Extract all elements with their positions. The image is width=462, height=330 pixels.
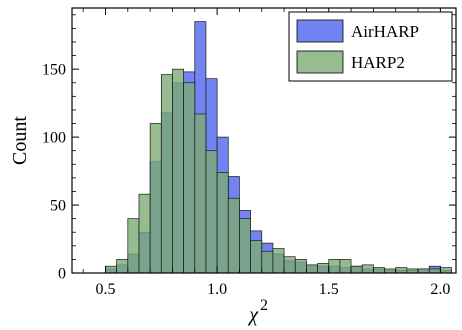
bar-harp2-7 [183, 82, 196, 274]
bar-harp2-30 [440, 267, 452, 274]
bar-harp2-27 [406, 268, 419, 274]
y-tick-label: 0 [58, 266, 66, 283]
bar-harp2-26 [395, 267, 408, 274]
bar-harp2-18 [306, 264, 318, 274]
bar-harp2-13 [250, 240, 263, 274]
bar-harp2-2 [127, 218, 140, 274]
bar-harp2-22 [350, 265, 363, 274]
bar-harp2-15 [272, 248, 285, 274]
plot-frame [71, 7, 457, 274]
bar-harp2-10 [216, 172, 229, 274]
bar-harp2-14 [261, 250, 274, 274]
bar-harp2-21 [339, 259, 352, 274]
bar-harp2-19 [317, 263, 330, 274]
bar-harp2-16 [283, 256, 296, 274]
bar-harp2-8 [194, 113, 207, 274]
bar-harp2-9 [205, 150, 218, 274]
legend: AirHARP HARP2 [288, 11, 453, 82]
bar-harp2-11 [227, 197, 240, 274]
x-tick-label: 1.0 [207, 281, 227, 298]
bar-harp2-28 [417, 268, 430, 274]
bar-harp2-29 [428, 268, 441, 274]
bar-harp2-6 [172, 68, 184, 274]
bar-harp2-3 [138, 193, 151, 274]
bar-harp2-24 [373, 267, 385, 274]
x-axis-label-superscript: 2 [260, 297, 268, 314]
x-tick-label: 2.0 [430, 281, 450, 298]
y-tick-label: 50 [50, 198, 66, 215]
bar-harp2-5 [160, 74, 173, 274]
bar-harp2-20 [328, 259, 341, 274]
y-tick-label: 100 [42, 130, 66, 147]
bar-harp2-0 [105, 265, 117, 274]
bar-harp2-23 [361, 264, 374, 274]
x-tick-label: 0.5 [95, 281, 115, 298]
legend-swatch-airharp [296, 19, 344, 43]
legend-swatch-harp2 [296, 50, 344, 74]
legend-label-airharp: AirHARP [351, 22, 419, 41]
ticks-layer: 0.5 1.0 1.5 2.0 0 50 100 150 [42, 8, 456, 298]
x-tick-label: 1.5 [319, 281, 339, 298]
x-axis-label: χ [247, 304, 259, 326]
bar-harp2-4 [149, 123, 162, 274]
y-axis-label: Count [9, 116, 31, 165]
y-tick-label: 150 [42, 62, 66, 79]
bar-harp2-12 [239, 218, 251, 274]
legend-label-harp2: HARP2 [351, 53, 405, 72]
bar-harp2-1 [116, 259, 129, 274]
bar-harp2-17 [294, 259, 307, 274]
bar-harp2-25 [384, 268, 397, 274]
